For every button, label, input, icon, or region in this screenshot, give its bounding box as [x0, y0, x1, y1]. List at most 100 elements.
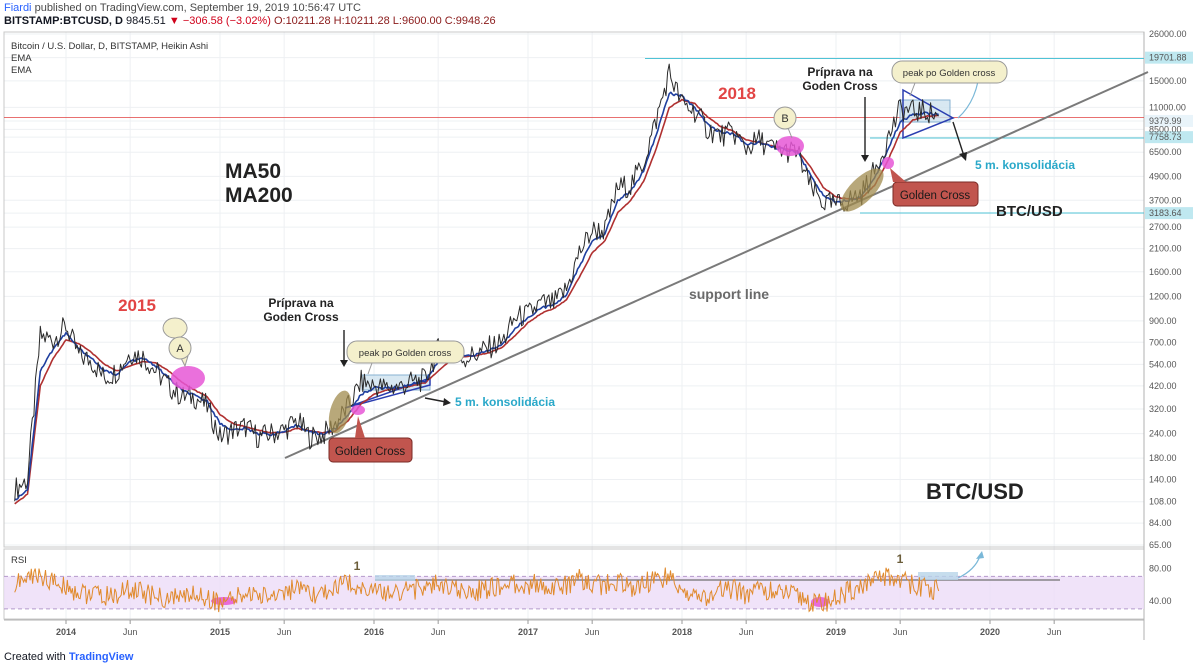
consolidation-box-2: [899, 99, 951, 123]
golden-cross-box-1: [328, 437, 413, 463]
time-tick-label: Jun: [893, 627, 908, 637]
price-tick-label: 15000.00: [1149, 76, 1187, 86]
priprava2-line: Goden Cross: [802, 79, 878, 93]
price-tick-label: 140.00: [1149, 475, 1177, 485]
price-tick-label: 180.00: [1149, 453, 1177, 463]
arrowhead-konsolidacia-2: [959, 152, 967, 161]
priprava2-line: Príprava na: [807, 65, 873, 79]
time-tick-label: 2016: [364, 627, 384, 637]
rsi-axis: 80.00 40.00: [1149, 563, 1172, 606]
grid-lines: [4, 32, 1144, 620]
time-tick-label: Jun: [277, 627, 292, 637]
priprava1-line: Goden Cross: [263, 310, 339, 324]
callout-b-tail: [787, 127, 793, 139]
golden-cross-box-2: [892, 181, 979, 207]
callout-peak-2-tail: [909, 82, 916, 97]
time-tick-label: 2017: [518, 627, 538, 637]
rsi-box-2: [918, 572, 958, 580]
price-tag: [1145, 51, 1193, 64]
price-tick-label: 320.00: [1149, 404, 1177, 414]
golden-cross-label-1: Golden Cross: [335, 446, 406, 458]
price-tag: [1145, 114, 1193, 127]
year-2015-label: 2015: [118, 296, 156, 315]
price-tick-label: 2100.00: [1149, 244, 1182, 254]
price-tick-label: 8500.00: [1149, 124, 1182, 134]
ohlc-values: O:10211.28 H:10211.28 L:9600.00 C:9948.2…: [273, 15, 496, 27]
price-tick-label: 240.00: [1149, 429, 1177, 439]
btcusd-label-small: BTC/USD: [996, 203, 1063, 220]
time-tick-label: Jun: [1047, 627, 1062, 637]
publish-date: published on TradingView.com, September …: [34, 2, 361, 14]
rsi-arrow: [957, 555, 981, 579]
ma-text-line: MA200: [225, 184, 293, 207]
rsi-marker-1: 1: [354, 559, 361, 573]
price-tick-label: 3183.64: [1149, 208, 1182, 218]
callout-a-label: A: [176, 343, 184, 355]
rsi-tick-label: 40.00: [1149, 596, 1172, 606]
tradingview-logo[interactable]: TradingView: [68, 651, 134, 663]
price-tick-label: 9379.99: [1149, 116, 1182, 126]
main-pane-border: [3, 31, 1145, 548]
rsi-title: RSI: [11, 555, 27, 566]
circle-point-b: [776, 136, 804, 156]
priprava-label-2: Príprava na Goden Cross: [802, 65, 878, 93]
peak-label-2: peak po Golden cross: [903, 68, 996, 79]
price-tick-label: 1200.00: [1149, 291, 1182, 301]
time-tick-label: 2015: [210, 627, 230, 637]
konsolidacia-label-2: 5 m. konsolidácia: [975, 158, 1075, 172]
callout-peak-2: [891, 60, 1008, 84]
price-tick-label: 19701.88: [1149, 53, 1187, 63]
legend-ema-1: EMA: [11, 53, 32, 64]
callout-b-label: B: [781, 113, 788, 125]
rsi-marker-2: 1: [897, 552, 904, 566]
arrow-konsolidacia-2: [952, 121, 965, 157]
price-tick-label: 540.00: [1149, 359, 1177, 369]
time-tick-label: Jun: [585, 627, 600, 637]
price-tick-label: 11000.00: [1149, 102, 1186, 112]
legend-ema-2: EMA: [11, 65, 32, 76]
time-tick-label: Jun: [739, 627, 754, 637]
footer: Created with TradingView: [4, 651, 133, 663]
support-line-label: support line: [689, 286, 769, 302]
btcusd-label-big: BTC/USD: [926, 479, 1024, 504]
support-trendline: [284, 71, 1149, 459]
golden-cross-label-2: Golden Cross: [900, 190, 971, 202]
price-tick-label: 1600.00: [1149, 267, 1182, 277]
price-tick-label: 700.00: [1149, 337, 1177, 347]
author-link[interactable]: Fiardi: [4, 2, 32, 14]
ellipse-accumulation-1: [328, 390, 352, 434]
price-tick-label: 420.00: [1149, 381, 1177, 391]
rsi-box-1: [375, 575, 415, 581]
chart-title: Bitcoin / U.S. Dollar, D, BITSTAMP, Heik…: [11, 41, 208, 52]
priprava-label-1: Príprava na Goden Cross: [263, 296, 339, 324]
golden-cross-box-2-tail: [890, 168, 906, 182]
publish-info: Fiardi published on TradingView.com, Sep…: [4, 2, 361, 14]
circle-point-a: [171, 366, 205, 390]
time-tick-label: 2019: [826, 627, 846, 637]
priprava1-line: Príprava na: [268, 296, 334, 310]
konsolidacia-label-1: 5 m. konsolidácia: [455, 395, 555, 409]
created-with: Created with: [4, 651, 66, 663]
time-tick-label: Jun: [431, 627, 446, 637]
price-series: [14, 63, 939, 505]
last-price: 9845.51: [126, 15, 166, 27]
rsi-series: [14, 567, 940, 613]
rsi-tick-label: 80.00: [1149, 563, 1172, 573]
callout-peak-1-tail: [367, 362, 373, 375]
time-tick-label: 2020: [980, 627, 1000, 637]
ma-text-line: MA50: [225, 160, 281, 183]
arrowhead-priprava-1: [340, 360, 348, 367]
price-change: ▼ −306.58 (−3.02%): [168, 15, 271, 27]
arrow-konsolidacia-1: [424, 397, 447, 403]
callout-a: [168, 336, 192, 360]
price-tick-label: 6500.00: [1149, 147, 1182, 157]
price-tick-label: 3700.00: [1149, 195, 1182, 205]
price-tag: [1145, 207, 1193, 220]
price-tick-label: 4900.00: [1149, 171, 1182, 181]
time-tick-label: Jun: [123, 627, 138, 637]
price-tick-label: 84.00: [1149, 518, 1172, 528]
year-2018-label: 2018: [718, 84, 756, 103]
callout-peak-1: [346, 340, 465, 364]
time-axis: 2014 Jun 2015 Jun 2016 Jun 2017 Jun 2018 Jun 2019 J…: [56, 620, 1061, 637]
